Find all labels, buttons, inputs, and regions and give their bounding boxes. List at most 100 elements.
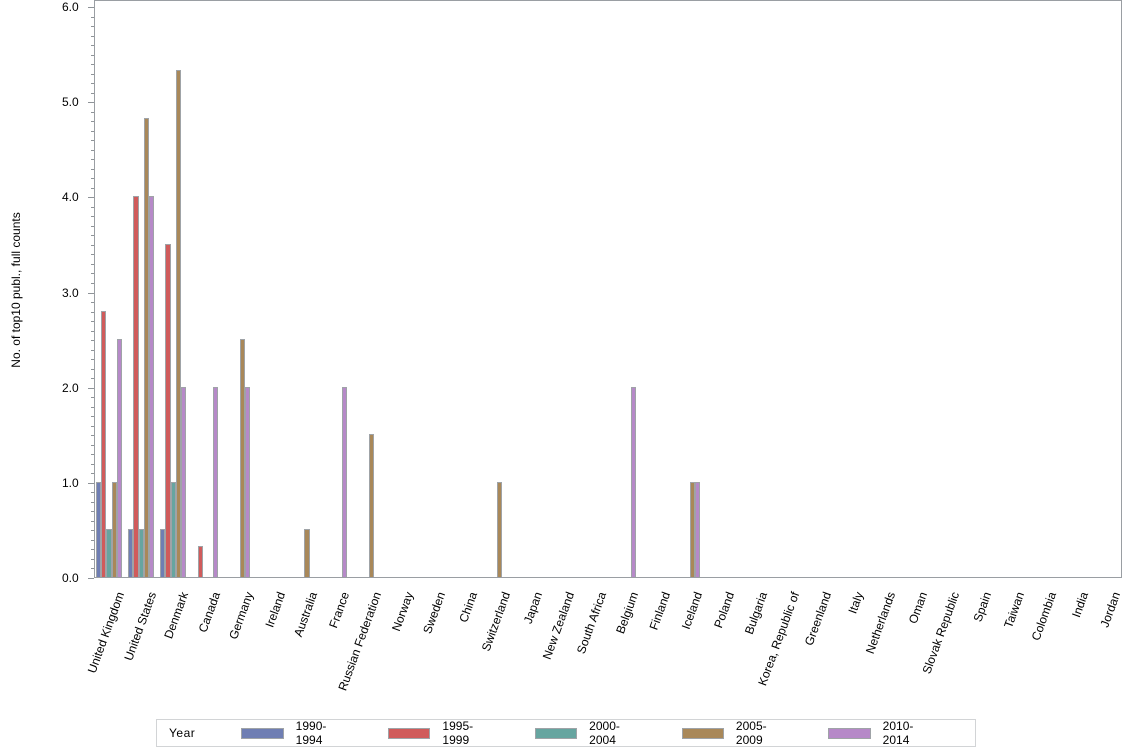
legend-item-1995-1999: 1995-1999 [388,719,491,747]
x-tick-label: Colombia [1028,590,1059,643]
legend-item-2010-2014: 2010-2014 [828,719,931,747]
x-tick-label: Ireland [262,590,288,630]
y-minor-tick [91,521,94,522]
x-tick-label: Jordan [1097,590,1124,630]
y-minor-tick [91,454,94,455]
y-major-tick [88,7,94,8]
y-major-tick [88,197,94,199]
legend-label: 2000-2004 [589,719,620,747]
legend-swatch [388,727,431,739]
x-tick-label: Greenland [801,590,834,648]
y-minor-tick [91,340,94,341]
y-minor-tick [91,416,94,417]
y-minor-tick [91,207,94,208]
y-tick-label: 4.0 [62,190,79,205]
bar [630,386,636,577]
x-tick-label: Iceland [679,590,706,632]
bar [96,481,102,577]
y-minor-tick [91,140,94,141]
y-axis-label: No. of top10 publ., full counts [9,212,23,368]
y-minor-tick [91,559,94,560]
x-tick-label: Germany [225,590,256,642]
y-minor-tick [91,350,94,351]
y-minor-tick [91,549,94,550]
bar [165,243,171,577]
bar [240,339,246,577]
x-tick-label: Poland [711,590,738,630]
y-minor-tick [91,378,94,379]
y-tick-label: 2.0 [62,380,79,395]
y-minor-tick [91,216,94,217]
y-minor-tick [91,502,94,503]
y-minor-tick [91,568,94,569]
x-tick-label: China [456,590,481,625]
legend-label: 1990-1994 [295,719,327,747]
y-major-tick [88,387,94,389]
bar [497,481,503,577]
legend-swatch [681,727,724,739]
x-tick-label: Switzerland [478,590,513,654]
bar [106,529,112,577]
legend-label: 2010-2014 [882,719,914,747]
y-minor-tick [91,407,94,408]
y-minor-tick [91,473,94,474]
x-tick-label: Spain [970,590,995,624]
y-minor-tick [91,359,94,360]
y-minor-tick [91,64,94,65]
x-tick-label: Italy [845,590,867,616]
y-minor-tick [91,131,94,132]
y-minor-tick [91,235,94,236]
bar [160,529,166,577]
x-tick-label: Oman [905,590,931,626]
x-tick-label: Bulgaria [741,590,770,637]
bar [689,481,696,577]
bar [213,386,219,577]
bar [181,386,187,577]
y-minor-tick [91,112,94,113]
y-minor-tick [91,17,94,18]
y-major-tick [88,102,94,104]
legend-item-2000-2004: 2000-2004 [534,719,638,747]
x-tick-label: Finland [646,590,674,632]
x-tick-label: Netherlands [862,590,899,656]
y-minor-tick [91,83,94,84]
bar [695,481,701,577]
bar [133,196,139,577]
y-minor-tick [91,540,94,541]
bar [341,386,347,577]
x-tick-label: Sweden [420,590,449,636]
x-tick-label: Taiwan [1000,590,1027,630]
y-minor-tick [91,188,94,189]
x-tick-label: Denmark [161,590,192,641]
y-minor-tick [91,331,94,332]
bar [138,529,144,577]
y-minor-tick [91,55,94,56]
y-minor-tick [91,226,94,227]
y-tick-label: 3.0 [62,285,79,300]
x-tick-label: France [326,590,353,630]
y-minor-tick [91,159,94,160]
y-minor-tick [91,302,94,303]
bar [143,118,149,577]
legend-item-2005-2009: 2005-2009 [681,719,785,747]
y-minor-tick [91,169,94,170]
x-tick-label: Japan [520,590,545,626]
x-tick-label: Belgium [613,590,642,636]
x-tick-label: New Zealand [539,590,577,662]
x-tick-label: Norway [389,590,417,634]
x-tick-label: Australia [290,590,320,639]
y-minor-tick [91,178,94,179]
bar [128,529,134,577]
y-major-tick [88,482,94,484]
y-tick-label: 0.0 [62,571,79,585]
legend-title: Year [169,726,196,740]
legend-label: 1995-1999 [442,719,474,747]
y-minor-tick [91,321,94,322]
x-tick-label: India [1068,590,1091,620]
y-minor-tick [91,121,94,122]
bar [111,481,117,577]
y-minor-tick [91,283,94,284]
x-tick-label: South Africa [573,590,610,656]
bar [116,339,122,577]
y-minor-tick [91,245,94,246]
